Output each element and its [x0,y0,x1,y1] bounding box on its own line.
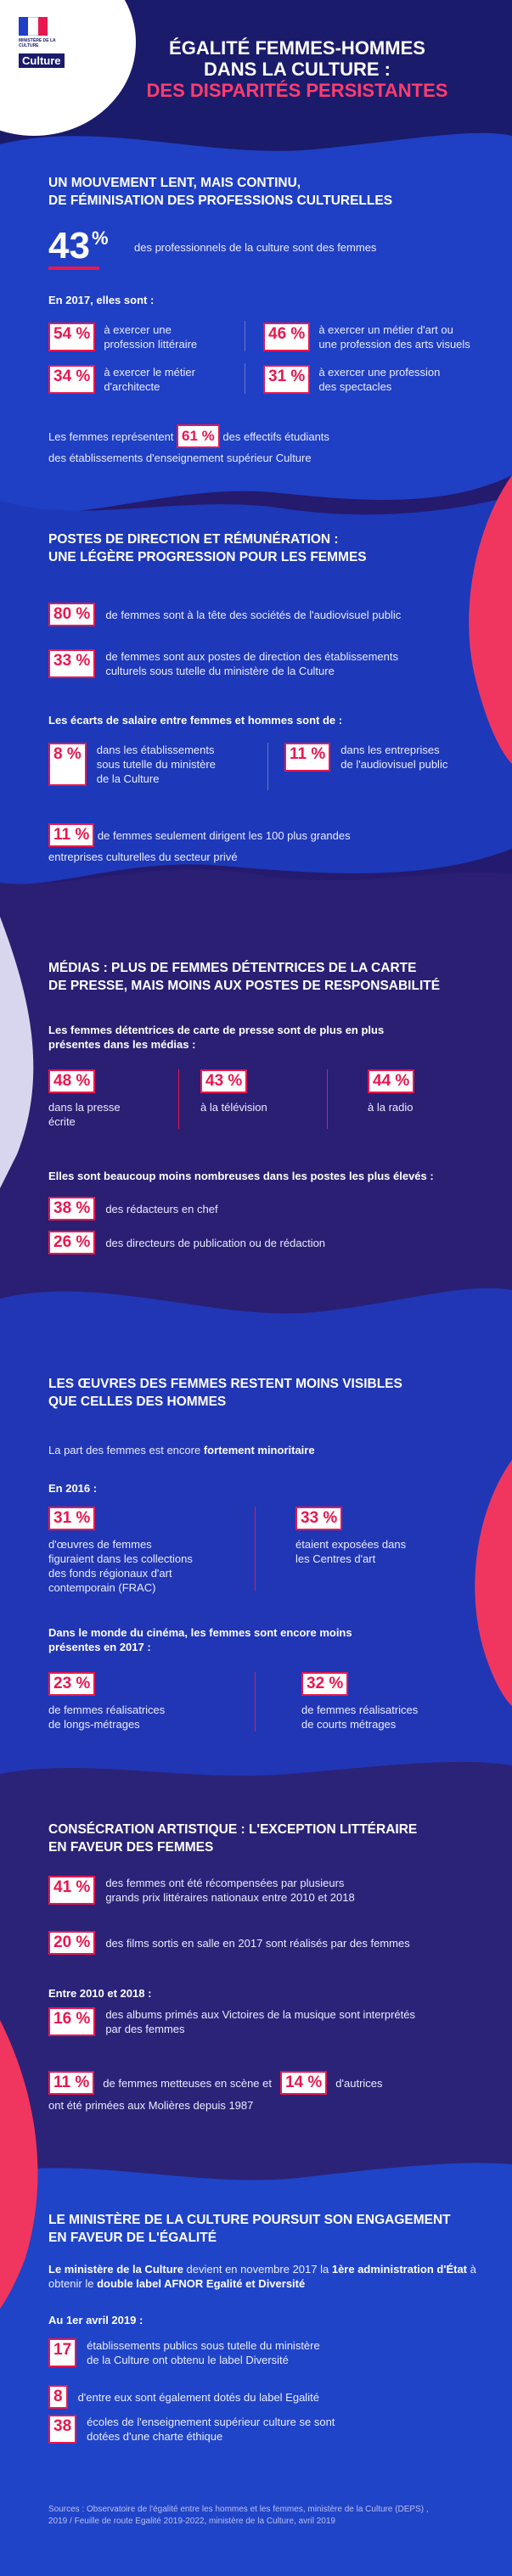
stat-item: 17 établissements publics sous tutelle d… [48,2338,320,2367]
stat-value: 33 % [48,649,96,678]
stat-item: 46 % à exercer un métier d'art ou une pro… [263,323,509,351]
stat-item: 11 % dans les entreprises de l'audiovisue… [284,743,447,772]
section-3-title: MÉDIAS : PLUS DE FEMMES DÉTENTRICES DE L… [48,961,441,993]
s1-intro: En 2017, elles sont : [48,294,155,306]
section-4-title: LES ŒUVRES DES FEMMES RESTENT MOINS VISI… [48,1377,402,1409]
stat-value: 31 % [263,365,311,394]
stat-item: 31 % à exercer une profession des spectac… [263,365,509,394]
stat-value: 44 % [368,1069,415,1093]
culture-label: Culture [19,53,65,68]
students-stat: Les femmes représentent 61 % des effecti… [48,424,490,465]
divider [255,1507,256,1591]
stat-value: 61 % [177,424,220,448]
stat-value: 38 % [48,1197,96,1221]
divider [267,743,268,790]
stat-value: 11 % [48,823,95,847]
year-intro: En 2016 : [48,1482,98,1495]
stat-value: 54 % [48,323,96,351]
share-text: La part des femmes est encore fortement … [48,1444,315,1456]
stat-item: 44 % à la radio [368,1069,495,1114]
big-stat: 43% [48,227,109,270]
stat-item: 26 % des directeurs de publication ou de… [48,1231,325,1254]
ministry-paragraph: Le ministère de la Culture devient en no… [48,2263,476,2290]
stat-item: 33 % étaient exposées dans les Centres d'… [295,1507,482,1566]
stat-value: 80 % [48,603,96,626]
stat-value: 11 % [48,2071,95,2095]
stat-value: 32 % [301,1672,349,1696]
ministry-logo: MINISTÈRE DE LA CULTURE Culture [19,17,78,69]
stat-value: 20 % [48,1931,96,1955]
page-title: ÉGALITÉ FEMMES-HOMMES DANS LA CULTURE : … [110,37,484,101]
stat-item: 43 % à la télévision [200,1069,328,1114]
stat-value: 14 % [279,2071,328,2095]
stat-value: 17 [48,2338,77,2367]
title-line-1: ÉGALITÉ FEMMES-HOMMES [169,37,425,59]
stat-value: 11 % [284,743,331,772]
divider [327,1069,328,1129]
stat-item: 38 écoles de l'enseignement supérieur cu… [48,2415,335,2444]
stat-item: 54 % à exercer une profession littéraire [48,323,244,351]
big-stat-underline [48,267,99,270]
stat-item: 20 % des films sortis en salle en 2017 s… [48,1931,410,1955]
stat-item: 48 % dans la presse écrite [48,1069,176,1129]
stat-item: 34 % à exercer le métier d'architecte [48,365,244,394]
section-6-title: LE MINISTÈRE DE LA CULTURE POURSUIT SON … [48,2213,451,2245]
big-stat-text: des professionnels de la culture sont de… [134,241,377,254]
stat-value: 34 % [48,365,96,394]
stat-item: 32 % de femmes réalisatrices de courts mé… [301,1672,488,1731]
stat-value: 8 % [48,743,87,786]
salary-gap-intro: Les écarts de salaire entre femmes et ho… [48,714,343,727]
ministry-label: MINISTÈRE DE LA CULTURE [19,38,56,48]
section-2-title: POSTES DE DIRECTION ET RÉMUNÉRATION : UN… [48,532,367,564]
stat-value: 23 % [48,1672,96,1696]
stat-value: 48 % [48,1069,96,1093]
stat-item: 11 % de femmes seulement dirigent les 10… [48,823,473,864]
cinema-intro: Dans le monde du cinéma, les femmes sont… [48,1626,352,1653]
big-stat-unit: % [91,227,109,249]
period-intro: Entre 2010 et 2018 : [48,1987,152,2000]
stat-value: 8 [48,2385,68,2409]
stat-item: 33 % de femmes sont aux postes de direct… [48,649,398,678]
stat-item: 8 % dans les établissements sous tutelle … [48,743,216,786]
date-intro: Au 1er avril 2019 : [48,2314,143,2326]
stat-value: 43 % [200,1069,248,1093]
divider [178,1069,179,1129]
stat-value: 26 % [48,1231,96,1254]
stat-value: 16 % [48,2007,96,2036]
stat-value: 38 [48,2415,77,2444]
divider [255,1672,256,1731]
media-intro-2: Elles sont beaucoup moins nombreuses dan… [48,1170,434,1182]
stat-value: 31 % [48,1507,96,1530]
title-line-3: DES DISPARITÉS PERSISTANTES [146,80,448,101]
stat-value: 41 % [48,1876,96,1905]
stat-item: 38 % des rédacteurs en chef [48,1197,218,1221]
title-line-2: DANS LA CULTURE : [204,59,391,80]
stat-item: 31 % d'œuvres de femmes figuraient dans l… [48,1507,252,1595]
stat-item: 41 % des femmes ont été récompensées par… [48,1876,355,1905]
stat-item: 23 % de femmes réalisatrices de longs-mét… [48,1672,252,1731]
stat-item: 11 % de femmes metteuses en scène et 14 … [48,2071,498,2113]
section-1-title: UN MOUVEMENT LENT, MAIS CONTINU, DE FÉMI… [48,176,393,208]
stat-item: 80 % de femmes sont à la tête des sociét… [48,603,401,626]
stat-value: 33 % [295,1507,343,1530]
flag-icon [19,17,48,36]
stat-item: 16 % des albums primés aux Victoires de … [48,2007,415,2036]
stat-item: 8 d'entre eux sont également dotés du la… [48,2385,319,2409]
sources: Sources : Observatoire de l'égalité entr… [48,2505,429,2526]
big-stat-value: 43 [48,225,90,267]
section-5-title: CONSÉCRATION ARTISTIQUE : L'EXCEPTION LI… [48,1822,418,1855]
media-intro: Les femmes détentrices de carte de press… [48,1024,385,1051]
stat-value: 46 % [263,323,311,351]
